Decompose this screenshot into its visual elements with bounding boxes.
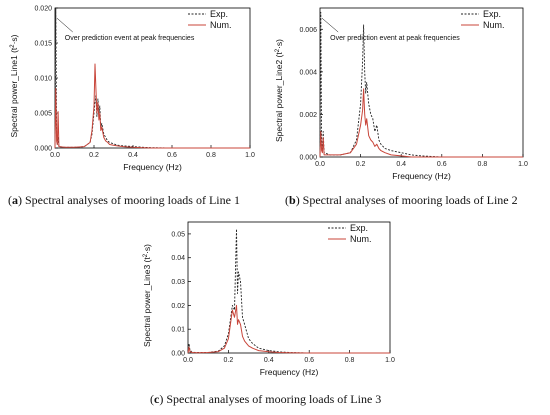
y-tick-label: 0.015 <box>34 41 52 48</box>
y-tick-label: 0.01 <box>171 327 185 334</box>
series-line-num <box>54 63 250 149</box>
y-tick-label: 0.05 <box>171 231 185 238</box>
chart-panel-c: 0.0 0.2 0.4 0.6 0.8 1.0 0.00 0.01 0.02 0.03 0.04 0.… <box>142 221 395 406</box>
x-axis-label: Frequency (Hz) <box>260 367 319 377</box>
legend-label-exp: Exp. <box>350 223 368 233</box>
y-tick-label: 0.004 <box>299 69 317 76</box>
y-tick-label: 0.000 <box>34 146 52 153</box>
chart-panel-b: 0.0 0.2 0.4 0.6 0.8 1.0 0.000 0.002 0.004 0.006 Fr… <box>274 7 528 207</box>
annotation-arrow <box>56 17 73 33</box>
x-tick-label: 0.8 <box>206 152 216 159</box>
y-tick-label: 0.02 <box>171 303 185 310</box>
annotation-arrow <box>321 17 339 33</box>
y-axis-label: Spectral power_Line2 (t2·s) <box>274 39 284 142</box>
y-tick-label: 0.03 <box>171 279 185 286</box>
caption-c: (c) Spectral analyses of mooring loads o… <box>150 392 381 406</box>
x-tick-label: 0.6 <box>304 357 314 364</box>
caption-a: (a) Spectral analyses of mooring loads o… <box>8 193 240 207</box>
y-tick-label: 0.005 <box>34 111 52 118</box>
annotation-text: Over prediction event at peak frequencie… <box>330 35 460 42</box>
x-tick-label: 0.2 <box>89 152 99 159</box>
x-tick-label: 0.6 <box>437 161 447 168</box>
y-tick-label: 0.000 <box>299 155 317 162</box>
legend-label-exp: Exp. <box>210 9 228 19</box>
y-tick-label: 0.020 <box>34 6 52 13</box>
x-tick-label: 0.6 <box>167 152 177 159</box>
x-tick-label: 1.0 <box>385 357 395 364</box>
x-axis-label: Frequency (Hz) <box>123 162 182 172</box>
x-tick-label: 0.8 <box>478 161 488 168</box>
x-tick-label: 0.4 <box>396 161 406 168</box>
legend-label-num: Num. <box>210 20 232 30</box>
x-tick-label: 0.4 <box>128 152 138 159</box>
y-tick-label: 0.04 <box>171 255 185 262</box>
legend-label-num: Num. <box>483 20 505 30</box>
x-tick-label: 0.2 <box>356 161 366 168</box>
series-line-num <box>187 304 390 354</box>
y-tick-label: 0.010 <box>34 76 52 83</box>
y-axis-label: Spectral power_Line1 (t2·s) <box>9 34 19 137</box>
annotation-text: Over prediction event at peak frequencie… <box>65 35 195 42</box>
x-tick-label: 0.4 <box>264 357 274 364</box>
series-line-num <box>319 88 523 158</box>
y-tick-label: 0.002 <box>299 112 317 119</box>
legend-label-exp: Exp. <box>483 9 501 19</box>
x-tick-label: 1.0 <box>245 152 255 159</box>
x-tick-label: 1.0 <box>518 161 528 168</box>
x-tick-label: 0.2 <box>224 357 234 364</box>
y-tick-label: 0.006 <box>299 27 317 34</box>
x-axis-label: Frequency (Hz) <box>392 171 451 181</box>
x-tick-label: 0.8 <box>345 357 355 364</box>
x-tick-label: 0.0 <box>315 161 325 168</box>
chart-panel-a: 0.0 0.2 0.4 0.6 0.8 1.0 0.000 0.005 0.010 0.015 0.… <box>8 6 255 208</box>
x-tick-label: 0.0 <box>50 152 60 159</box>
y-tick-label: 0.00 <box>171 351 185 358</box>
legend-label-num: Num. <box>350 234 372 244</box>
x-tick-label: 0.0 <box>183 357 193 364</box>
caption-b: (b) Spectral analyses of mooring loads o… <box>285 193 518 207</box>
y-axis-label: Spectral power_Line3 (t2·s) <box>142 244 152 347</box>
